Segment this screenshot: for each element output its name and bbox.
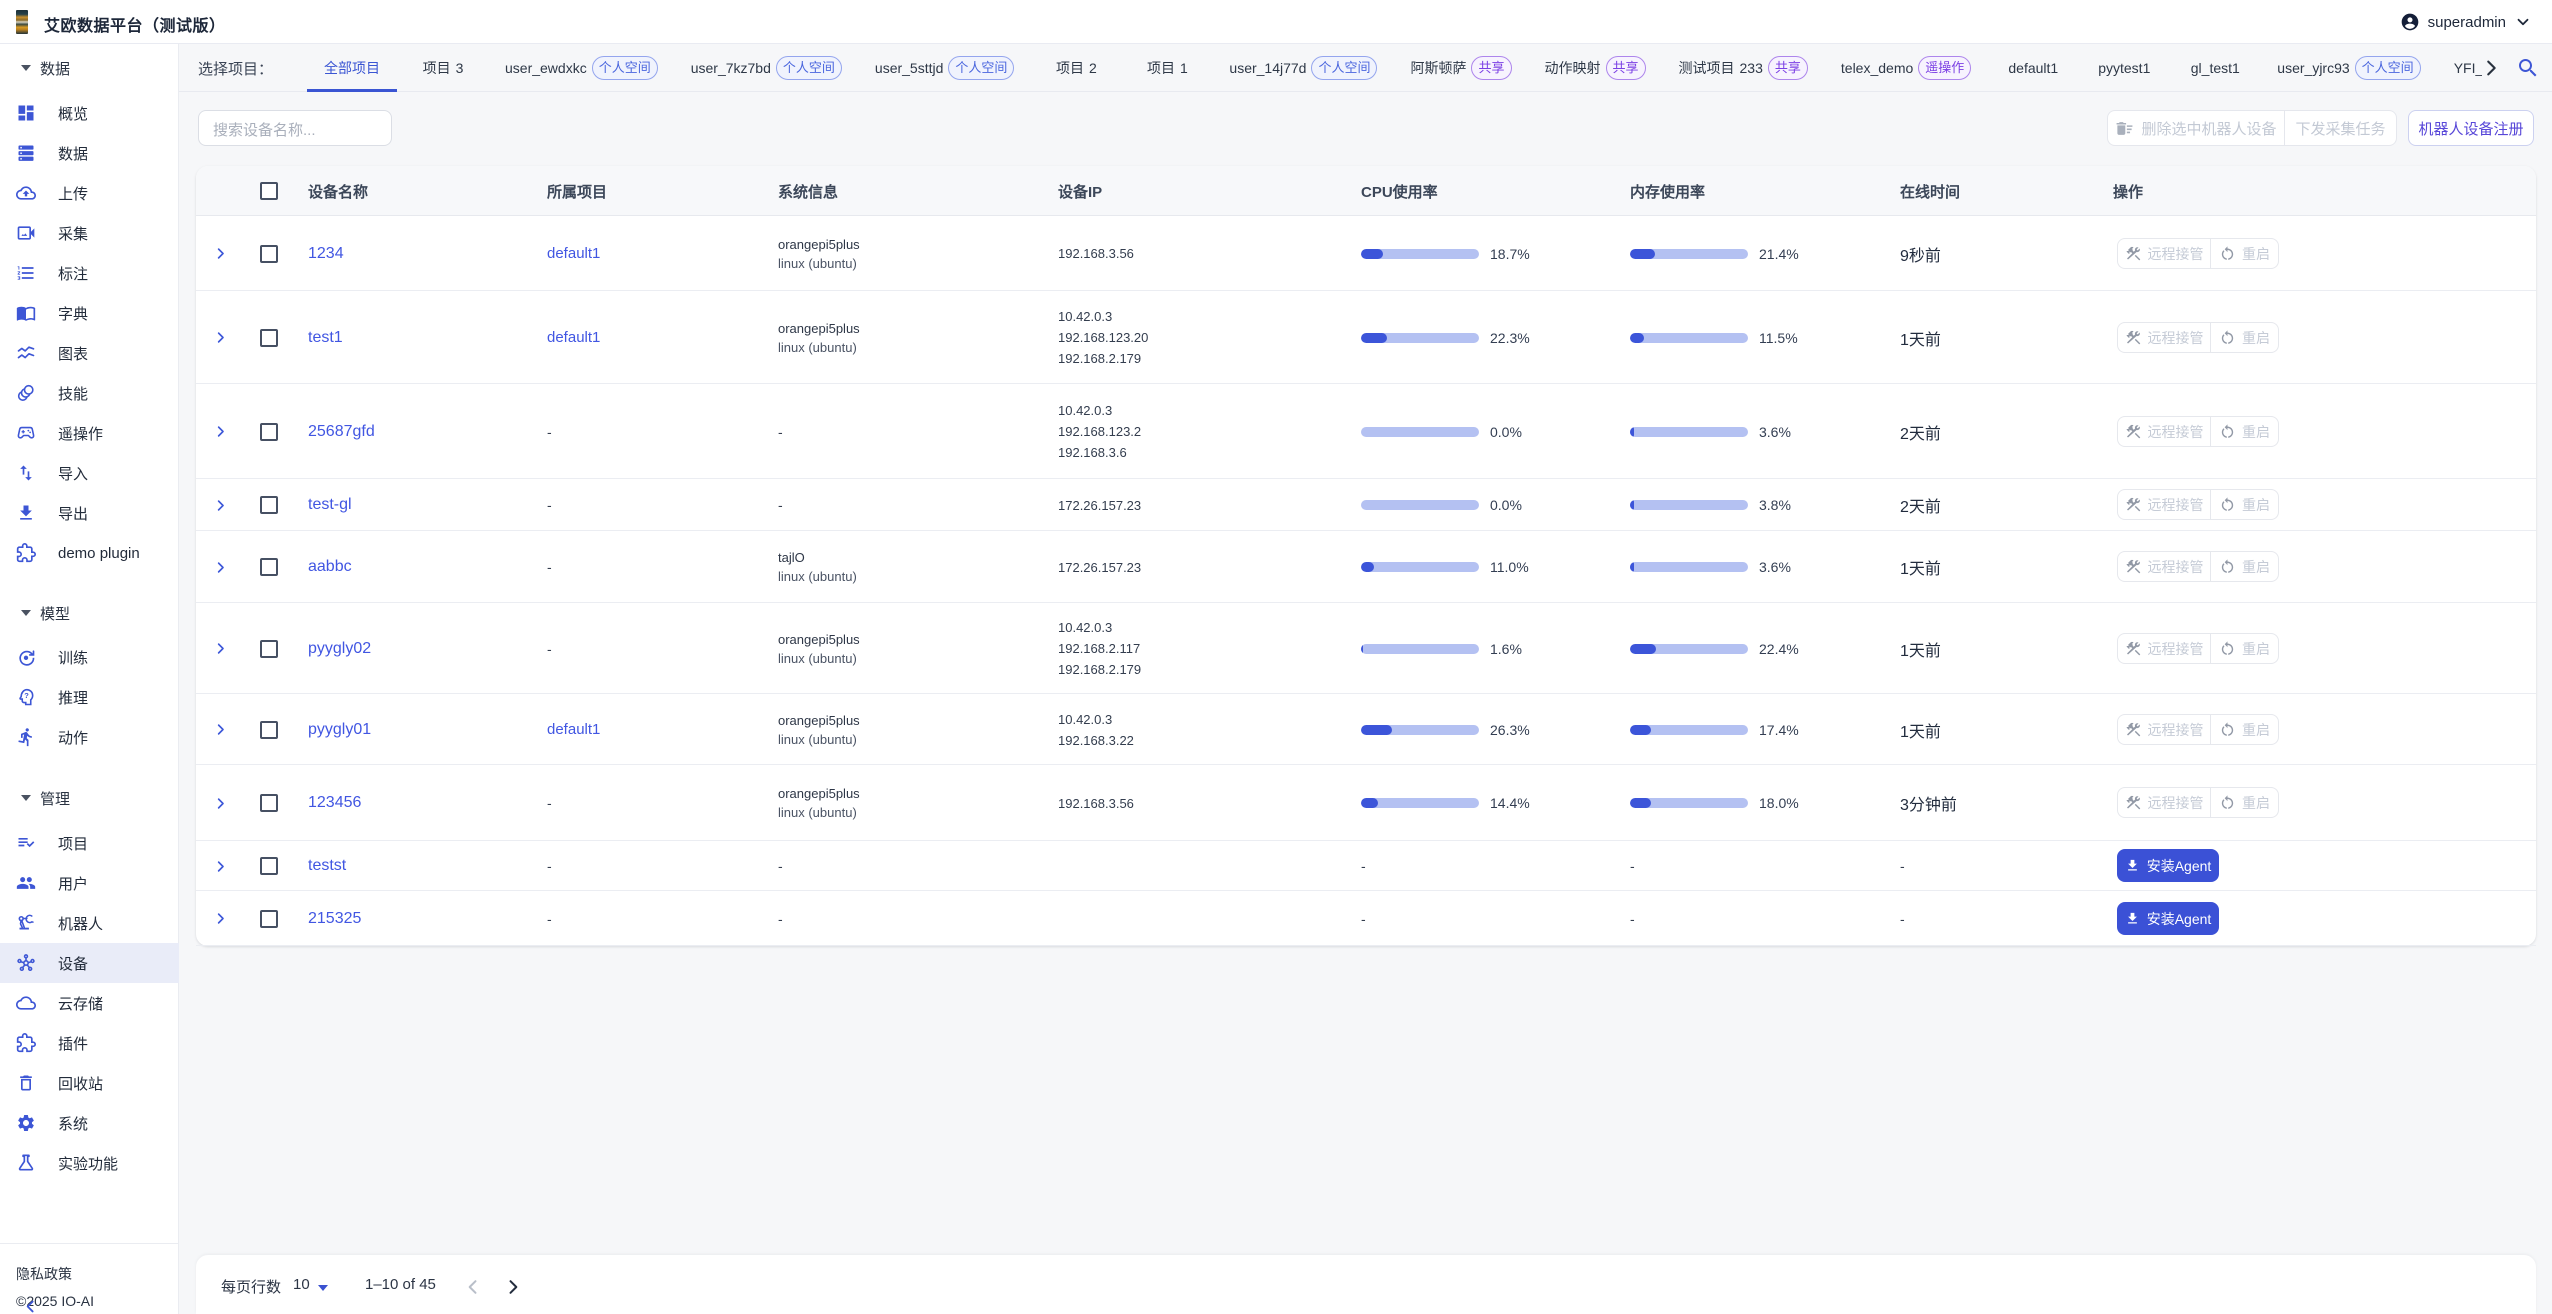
svg-text:?: ? <box>24 691 29 700</box>
